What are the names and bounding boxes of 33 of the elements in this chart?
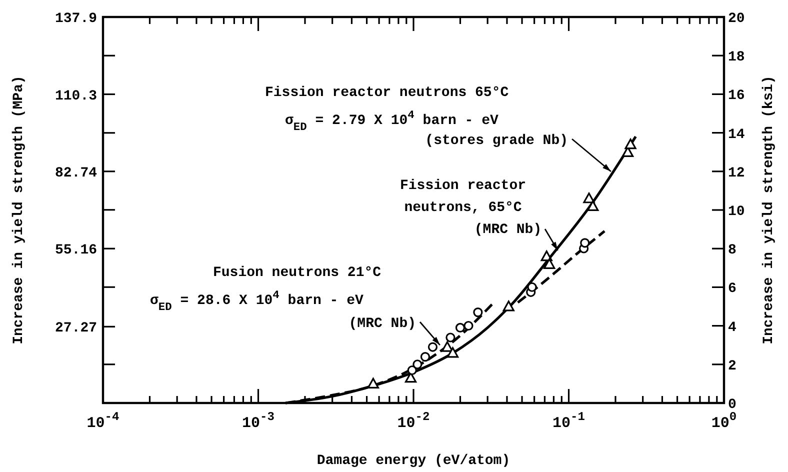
x-tick-label: 10$^{-4}$ [86, 410, 120, 432]
x-tick-label: 10$^{-3}$ [242, 410, 274, 432]
y2-tick-label: 6 [728, 281, 736, 298]
y2-tick-label: 16 [728, 88, 745, 104]
y2-tick-label: 2 [728, 358, 736, 374]
y2-tick-label: 10 [728, 204, 745, 220]
y-tick-label: 27.27 [54, 320, 97, 337]
y2-axis-title: Increase in yield strength (ksi) [761, 76, 777, 344]
y2-tick-label: 12 [728, 165, 745, 182]
y2-tick-label: 18 [728, 50, 745, 66]
annotation: Fission reactor [400, 178, 526, 194]
y2-tick-label: 4 [728, 320, 736, 336]
y2-tick-label: 8 [728, 242, 736, 259]
x-tick-label: 10$^{-2}$ [397, 410, 430, 432]
y-tick-label: 110.3 [54, 88, 97, 104]
annotation: (stores grade Nb) [425, 133, 568, 149]
y-tick-label: 137.9 [54, 11, 97, 27]
annotation: (MRC Nb) [474, 222, 542, 238]
x-tick-label: 10$^{0}$ [711, 410, 737, 432]
y-tick-label: 82.74 [54, 165, 97, 182]
y-axis-title: Increase in yield strength (MPa) [11, 76, 27, 344]
annotation: Fusion neutrons 21°C [213, 265, 382, 281]
y-tick-label: 55.16 [54, 242, 97, 259]
y2-tick-label: 20 [728, 11, 745, 27]
annotation: (MRC Nb) [348, 316, 416, 332]
x-axis-title: Damage energy (eV/atom) [316, 453, 510, 469]
y2-tick-label: 14 [728, 126, 745, 143]
annotation: σ$_{ED}$ = 2.79 X 10$^{4}$ barn - eV [285, 110, 500, 134]
annotation: neutrons, 65°C [404, 200, 522, 216]
annotation: σ$_{ED}$ = 28.6 X 10$^{4}$ barn - eV [150, 290, 364, 314]
x-tick-label: 10$^{-1}$ [552, 410, 585, 432]
y2-tick-label: 0 [728, 397, 736, 413]
annotation: Fission reactor neutrons 65°C [265, 85, 510, 101]
